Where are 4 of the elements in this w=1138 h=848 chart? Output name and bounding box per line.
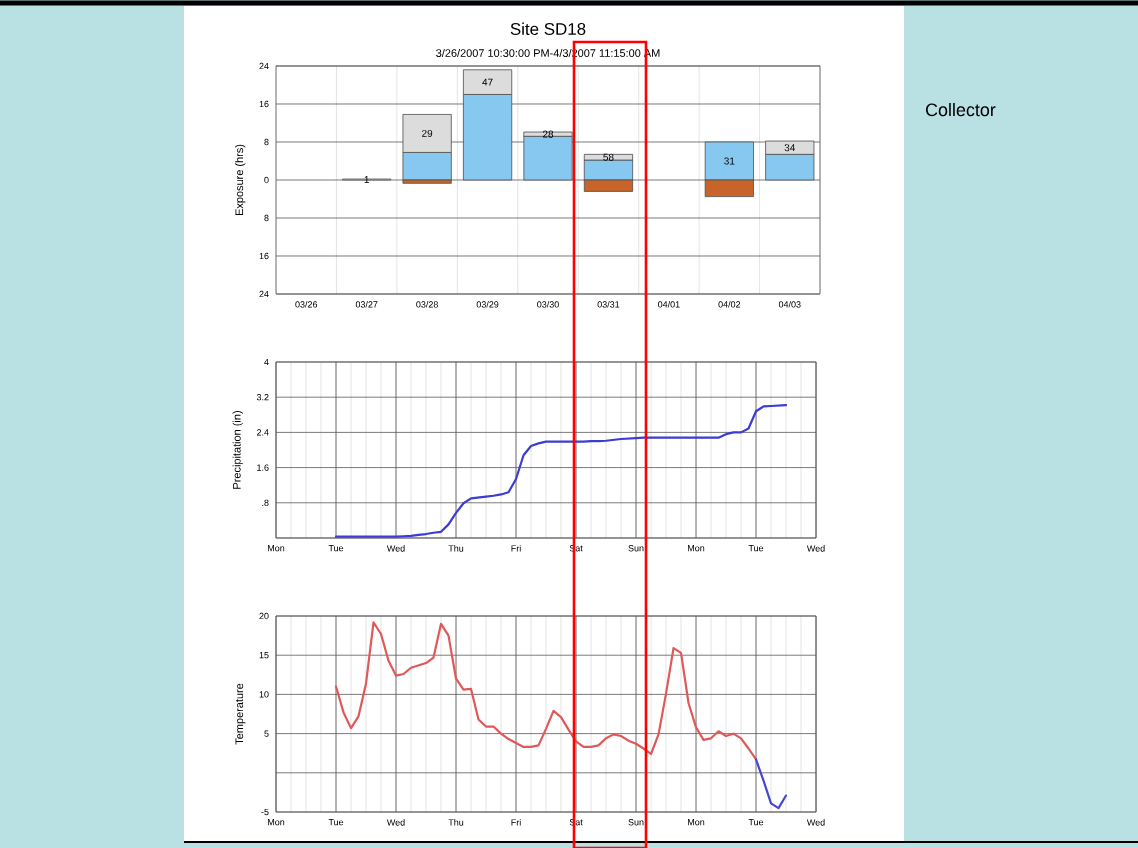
line-series [754,758,788,810]
chart-title: Site SD18 [510,22,586,35]
bar [523,135,573,181]
text: Collector [925,103,996,117]
